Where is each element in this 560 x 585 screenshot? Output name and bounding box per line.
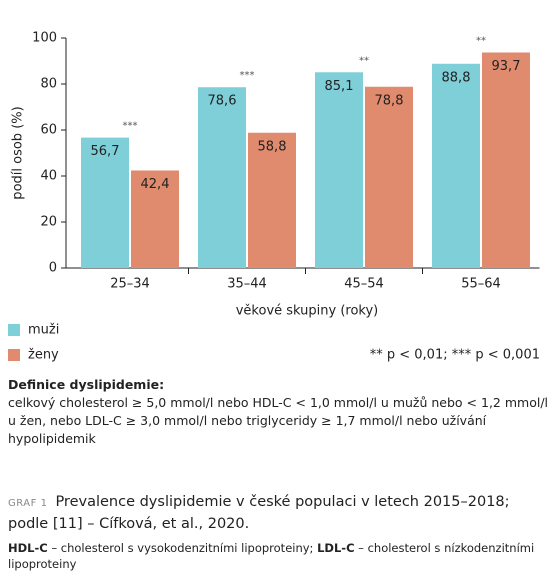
value-label: 88,8 [442,70,471,85]
bar [432,63,480,269]
x-tick-label: 25–34 [110,277,150,292]
value-label: 42,4 [141,177,170,192]
bar [365,86,413,268]
y-tick-label: 40 [40,169,57,184]
y-axis-label: podíl osob (%) [11,106,26,199]
definition: Definice dyslipidemie: celkový cholester… [8,376,548,448]
value-label: 58,8 [258,139,287,154]
bar [482,52,530,268]
x-tick-label: 45–54 [344,277,384,292]
bar [131,170,179,268]
significance: ** [359,55,369,66]
abbreviations: HDL-C – cholesterol s vysokodenzitními l… [8,540,548,572]
bar [81,137,129,268]
caption: GRAF 1 Prevalence dyslipidemie v české po… [8,492,548,535]
value-label: 78,8 [375,93,404,108]
significance: ** [476,35,486,46]
legend-swatch [8,349,20,361]
legend-label: ženy [28,348,59,363]
x-tick-label: 35–44 [227,277,267,292]
x-axis-label: věkové skupiny (roky) [236,304,379,319]
bar [315,72,363,269]
legend-label: muži [28,323,59,338]
y-tick-label: 0 [49,261,57,276]
significance: *** [123,121,138,132]
y-tick-label: 60 [40,123,57,138]
x-tick-label: 55–64 [461,277,501,292]
y-tick-label: 80 [40,77,57,92]
chart: podíl osob (%) věkové skupiny (roky) ** … [8,31,540,363]
value-label: 93,7 [492,59,521,74]
value-label: 56,7 [91,144,120,159]
significance-note: ** p < 0,01; *** p < 0,001 [370,348,540,363]
definition-text: celkový cholesterol ≥ 5,0 mmol/l nebo HD… [8,395,549,446]
value-label: 78,6 [208,94,237,109]
definition-title: Definice dyslipidemie: [8,377,165,392]
caption-label: GRAF 1 [8,498,48,509]
caption-text: Prevalence dyslipidemie v české populaci… [8,494,510,532]
bar [248,132,296,268]
abbr-term: HDL-C [8,541,48,555]
y-tick-label: 20 [40,215,57,230]
value-label: 85,1 [325,79,354,94]
abbr-term: LDL-C [317,541,355,555]
legend-swatch [8,324,20,336]
y-tick-label: 100 [32,31,57,46]
abbr-def: – cholesterol s nízkodenzitními lipoprot… [8,541,535,571]
significance: *** [240,70,255,81]
bar [198,87,246,268]
abbr-def: – cholesterol s vysokodenzitními lipopro… [51,541,314,555]
